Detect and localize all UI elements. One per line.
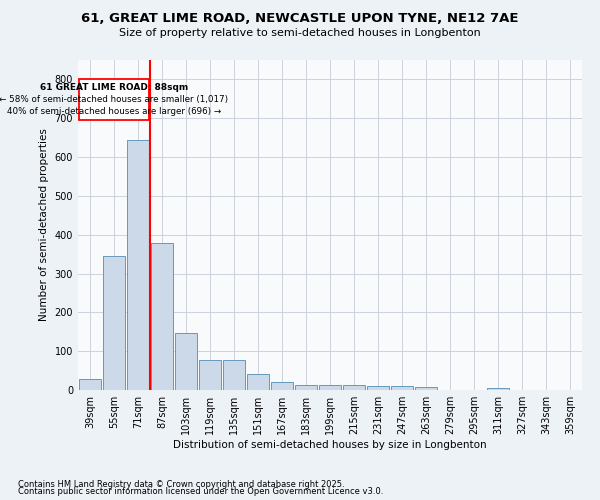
X-axis label: Distribution of semi-detached houses by size in Longbenton: Distribution of semi-detached houses by … — [173, 440, 487, 450]
Bar — [247, 374, 269, 390]
Bar — [127, 140, 149, 390]
Bar — [319, 384, 341, 390]
Text: ← 58% of semi-detached houses are smaller (1,017): ← 58% of semi-detached houses are smalle… — [0, 95, 229, 104]
Bar — [79, 379, 101, 390]
Bar — [151, 243, 173, 390]
Bar — [271, 382, 293, 390]
Text: 61, GREAT LIME ROAD, NEWCASTLE UPON TYNE, NE12 7AE: 61, GREAT LIME ROAD, NEWCASTLE UPON TYNE… — [81, 12, 519, 26]
Text: Size of property relative to semi-detached houses in Longbenton: Size of property relative to semi-detach… — [119, 28, 481, 38]
FancyBboxPatch shape — [79, 80, 149, 120]
Bar — [295, 384, 317, 390]
Bar — [223, 360, 245, 390]
Text: 40% of semi-detached houses are larger (696) →: 40% of semi-detached houses are larger (… — [7, 106, 221, 116]
Bar — [103, 256, 125, 390]
Bar — [487, 388, 509, 390]
Text: 61 GREAT LIME ROAD: 88sqm: 61 GREAT LIME ROAD: 88sqm — [40, 84, 188, 92]
Text: Contains public sector information licensed under the Open Government Licence v3: Contains public sector information licen… — [18, 487, 383, 496]
Bar — [343, 384, 365, 390]
Bar — [175, 332, 197, 390]
Y-axis label: Number of semi-detached properties: Number of semi-detached properties — [39, 128, 49, 322]
Bar — [367, 386, 389, 390]
Bar — [415, 387, 437, 390]
Bar — [391, 386, 413, 390]
Bar — [199, 360, 221, 390]
Text: Contains HM Land Registry data © Crown copyright and database right 2025.: Contains HM Land Registry data © Crown c… — [18, 480, 344, 489]
